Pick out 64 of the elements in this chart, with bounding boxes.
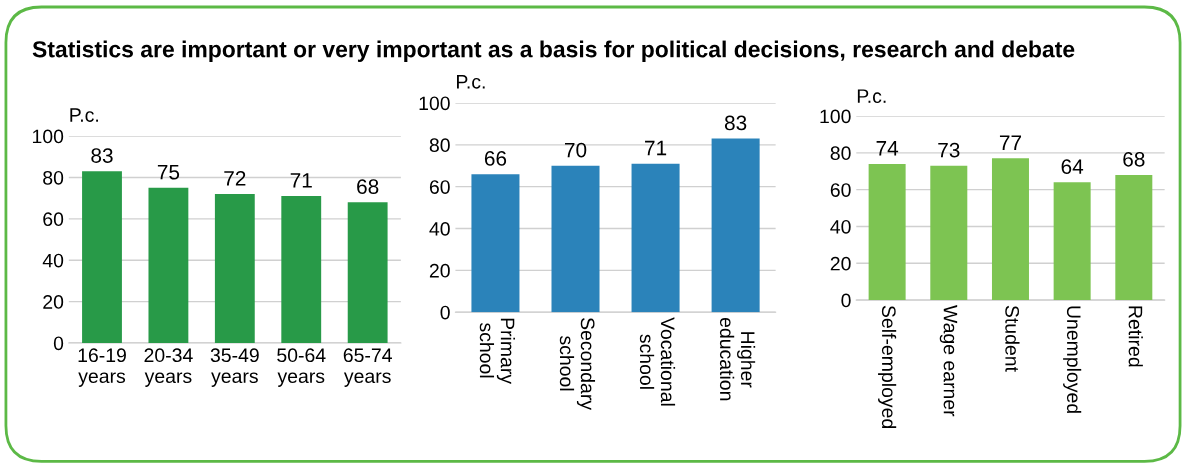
y-tick-label: 40 <box>429 221 450 236</box>
data-label: 68 <box>1123 151 1145 167</box>
bar <box>1053 182 1091 301</box>
x-tick-label: Self-employed <box>878 305 897 428</box>
y-tick-label: 60 <box>830 183 851 197</box>
bar <box>214 194 255 343</box>
data-label: 64 <box>1061 159 1084 175</box>
x-tick-label: Wage earner <box>939 305 958 417</box>
bar <box>551 165 600 313</box>
bar <box>471 174 520 313</box>
x-tick-label: Vocational school <box>639 317 676 406</box>
x-tick-label: 16-19 years <box>78 348 126 387</box>
data-label: 75 <box>157 164 180 180</box>
y-tick-label: 80 <box>43 170 64 185</box>
data-label: 74 <box>876 141 899 156</box>
bar <box>148 187 189 343</box>
data-label: 71 <box>645 140 667 156</box>
x-tick-label: Higher education <box>719 317 756 401</box>
y-tick-label: 0 <box>440 305 450 320</box>
y-tick-label: 100 <box>32 129 64 144</box>
x-tick-label: Retired <box>1128 306 1143 367</box>
y-tick-label: 80 <box>830 146 851 161</box>
x-tick-label: 35-49 years <box>210 348 259 387</box>
bar <box>347 202 388 343</box>
data-label: 72 <box>224 170 246 186</box>
bar <box>82 171 122 343</box>
y-tick-label: 80 <box>429 138 450 153</box>
y-axis-title: P.c. <box>457 75 485 89</box>
y-axis-title: P.c. <box>857 89 886 103</box>
bar <box>868 163 906 301</box>
x-tick-label: Primary school <box>479 318 515 385</box>
x-tick-label: 50-64 years <box>277 348 326 387</box>
text: Statistics are important or very important as a basis for political decisions, research and debate <box>32 40 1075 62</box>
y-axis-title: P.c. <box>70 108 99 122</box>
y-tick-label: 100 <box>820 109 851 124</box>
bar <box>991 158 1029 301</box>
y-tick-label: 40 <box>42 253 64 268</box>
y-tick-label: 20 <box>43 295 64 309</box>
data-label: 83 <box>724 115 747 131</box>
data-label: 71 <box>290 173 312 188</box>
y-tick-label: 0 <box>53 336 64 351</box>
bar <box>930 165 968 301</box>
bar <box>631 163 680 313</box>
data-label: 77 <box>999 135 1022 150</box>
data-label: 68 <box>357 179 379 194</box>
bar <box>711 138 760 313</box>
y-tick-label: 0 <box>841 293 851 308</box>
y-tick-label: 100 <box>419 96 450 111</box>
y-tick-label: 20 <box>830 256 851 271</box>
x-tick-label: Student <box>1005 305 1020 372</box>
y-tick-label: 20 <box>429 263 450 278</box>
x-tick-label: 20-34 years <box>144 348 193 387</box>
data-label: 66 <box>484 151 507 166</box>
x-tick-label: 65-74 years <box>343 348 392 387</box>
y-tick-label: 60 <box>43 212 64 227</box>
data-label: 70 <box>564 142 587 158</box>
bar <box>281 196 322 343</box>
bar <box>1115 174 1153 301</box>
x-tick-label: Unemployed <box>1063 306 1082 413</box>
data-label: 73 <box>938 142 960 158</box>
data-label: 83 <box>91 148 113 163</box>
y-tick-label: 60 <box>429 180 450 194</box>
x-tick-label: Secondary school <box>559 317 596 410</box>
y-tick-label: 40 <box>830 219 851 234</box>
